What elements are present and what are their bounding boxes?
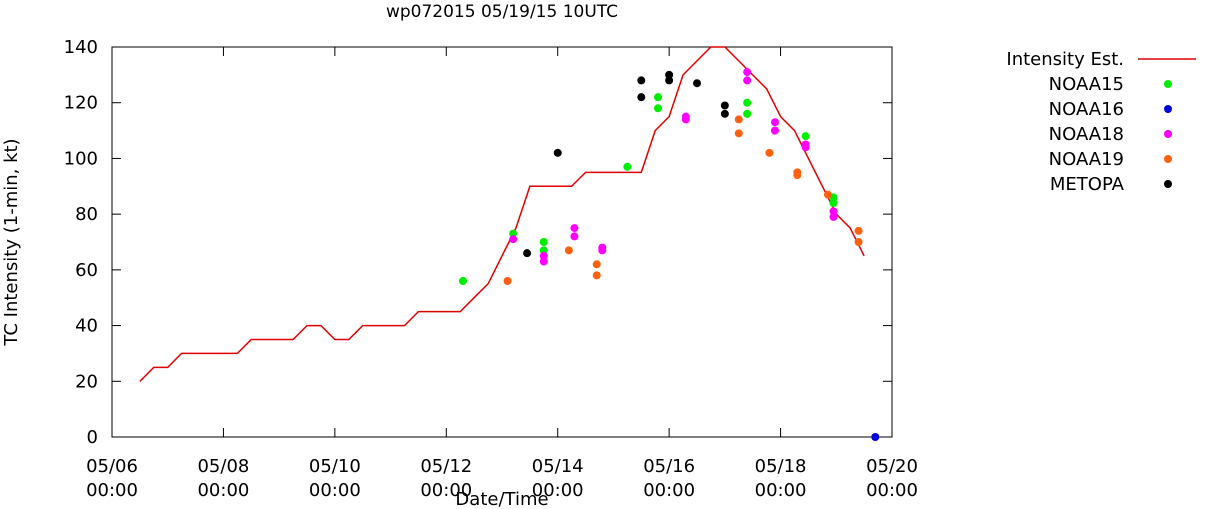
data-point-noaa18 [570, 224, 579, 233]
data-point-noaa15 [459, 277, 467, 285]
x-tick-label-time: 00:00 [643, 480, 695, 501]
data-point-noaa15 [509, 229, 518, 238]
x-tick-label-date: 05/12 [420, 456, 472, 477]
data-point-noaa15 [539, 238, 548, 246]
axes: 0 20 40 60 80 100 120 140 05/06 00:00 05/08 00:00 05… [64, 37, 918, 501]
data-point-metopa [637, 93, 646, 102]
data-point-noaa19 [503, 277, 512, 285]
legend: Intensity Est. NOAA15 NOAA16 NOAA18 NOAA19 ME… [1006, 49, 1196, 195]
data-point-noaa15 [654, 93, 662, 102]
data-point-noaa18 [771, 118, 779, 127]
data-point-noaa15 [654, 104, 662, 113]
data-point-noaa16 [871, 433, 880, 441]
y-tick-label: 60 [75, 260, 98, 281]
y-tick-label: 40 [75, 316, 98, 337]
data-point-noaa18 [539, 257, 548, 266]
data-point-noaa19 [592, 260, 601, 269]
data-point-metopa [665, 70, 674, 79]
data-point-noaa18 [829, 212, 838, 221]
data-point-metopa [637, 76, 646, 85]
data-point-noaa15 [539, 246, 548, 255]
data-point-metopa [720, 101, 729, 110]
legend-swatch-metopa [1164, 180, 1172, 188]
legend-swatch-noaa15 [1164, 80, 1172, 88]
legend-swatch-noaa19 [1164, 155, 1172, 163]
data-point-noaa15 [623, 162, 632, 171]
legend-label-noaa15: NOAA15 [1049, 74, 1124, 95]
y-tick-label: 80 [75, 204, 98, 225]
x-tick-label-date: 05/08 [197, 456, 249, 477]
data-point-noaa19 [592, 271, 601, 280]
x-tick-label-time: 00:00 [309, 480, 361, 501]
data-point-metopa [693, 79, 701, 88]
legend-swatch-noaa16 [1164, 105, 1172, 113]
x-tick-label-date: 05/10 [309, 456, 361, 477]
data-point-noaa19 [734, 115, 743, 124]
x-tick-label-date: 05/16 [643, 456, 695, 477]
x-tick-label-time: 00:00 [197, 480, 249, 501]
data-point-noaa18 [801, 143, 810, 152]
data-point-noaa19 [793, 171, 802, 180]
data-point-metopa [523, 249, 532, 258]
data-point-noaa19 [854, 226, 863, 235]
data-point-noaa19 [765, 148, 774, 157]
data-point-metopa [665, 76, 674, 85]
plot-area [139, 46, 880, 441]
data-point-metopa [553, 148, 562, 157]
legend-label-intensity-est: Intensity Est. [1006, 49, 1124, 70]
legend-label-noaa19: NOAA19 [1049, 149, 1124, 170]
x-tick-label-time: 00:00 [420, 480, 472, 501]
chart-title: wp072015 05/19/15 10UTC [386, 2, 618, 22]
plot-frame [111, 46, 893, 438]
data-point-noaa19 [823, 190, 832, 199]
data-point-noaa19 [854, 238, 863, 246]
legend-label-noaa18: NOAA18 [1049, 124, 1124, 145]
y-tick-label: 100 [64, 148, 98, 169]
x-tick-label-date: 05/06 [86, 456, 138, 477]
y-tick-label: 140 [64, 37, 98, 58]
x-tick-label-time: 00:00 [866, 480, 918, 501]
data-point-noaa18 [743, 68, 752, 77]
data-point-noaa18 [539, 251, 548, 260]
data-point-noaa18 [681, 115, 690, 124]
x-tick-label-time: 00:00 [755, 480, 807, 501]
x-axis-label: Date/Time [455, 489, 548, 509]
legend-label-metopa: METOPA [1050, 174, 1125, 195]
data-point-noaa18 [598, 246, 607, 255]
data-point-noaa18 [829, 207, 838, 216]
legend-label-noaa16: NOAA16 [1049, 99, 1124, 120]
legend-swatch-noaa18 [1164, 130, 1172, 138]
x-tick-label-date: 05/14 [532, 456, 584, 477]
data-point-noaa18 [509, 235, 518, 244]
data-point-noaa18 [743, 76, 752, 85]
data-point-noaa19 [734, 129, 743, 138]
x-tick-label-time: 00:00 [532, 480, 584, 501]
data-point-noaa15 [743, 98, 752, 107]
x-tick-label-date: 05/18 [755, 456, 807, 477]
data-point-noaa18 [570, 232, 579, 241]
data-point-noaa15 [801, 132, 810, 141]
data-point-noaa15 [829, 199, 838, 207]
data-point-noaa18 [771, 126, 779, 135]
data-point-noaa15 [743, 109, 752, 118]
x-tick-label-time: 00:00 [86, 480, 138, 501]
x-tick-label-date: 05/20 [866, 456, 918, 477]
series-line-intensity-est [139, 46, 865, 382]
data-point-metopa [720, 109, 729, 118]
y-tick-label: 120 [64, 93, 98, 114]
y-tick-label: 0 [87, 427, 98, 448]
y-tick-label: 20 [75, 371, 98, 392]
y-axis-label: TC Intensity (1-min, kt) [1, 138, 22, 346]
data-point-noaa19 [564, 246, 573, 255]
